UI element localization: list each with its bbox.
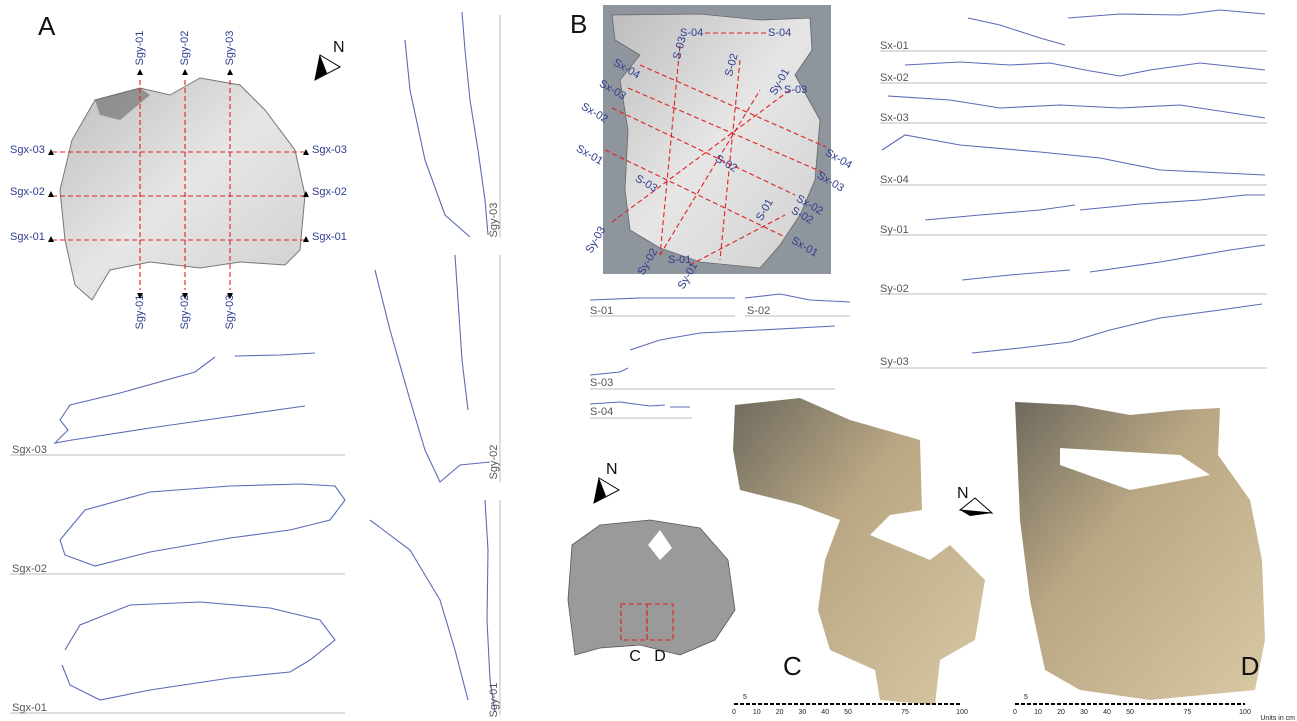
section-label: Sgy-01	[134, 295, 146, 330]
page: {"panel_a": {"letter": "A", "north": "N"…	[0, 0, 1297, 721]
profile-label: Sx-04	[880, 174, 909, 186]
panel-letter: B	[570, 9, 587, 39]
scale-tick-label: 75	[901, 709, 909, 716]
profile-label: Sy-03	[880, 356, 909, 368]
section-label: Sgx-01	[312, 231, 347, 243]
inset-label: D	[654, 648, 666, 665]
scale-tick-label: 0	[732, 709, 736, 716]
scan-b	[612, 14, 820, 268]
profile-label: Sgy-02	[488, 445, 500, 480]
section-label: S-03	[784, 84, 807, 96]
profile-label: Sx-03	[880, 112, 909, 124]
north-label: N	[333, 39, 345, 56]
section-label: Sgy-02	[179, 31, 191, 66]
scale-minor-label: 5	[743, 694, 747, 701]
scale-tick-label: 20	[776, 709, 784, 716]
scale-tick-label: 20	[1057, 709, 1065, 716]
section-label: Sgy-02	[179, 295, 191, 330]
profile-label: S-04	[590, 406, 613, 418]
scale-tick-label: 100	[956, 709, 968, 716]
profile-label: Sgy-03	[488, 203, 500, 238]
north-label: N	[606, 461, 618, 478]
section-marker	[303, 236, 309, 242]
profile-label: Sy-01	[880, 224, 909, 236]
scale-minor-label: 5	[1024, 694, 1028, 701]
profile-label: S-03	[590, 377, 613, 389]
scale-tick-label: 50	[844, 709, 852, 716]
profile-label: S-01	[590, 305, 613, 317]
section-label: Sgx-03	[10, 144, 45, 156]
panel-letter: D	[1241, 651, 1260, 681]
section-marker	[227, 69, 233, 75]
scale-tick-label: 10	[753, 709, 761, 716]
section-label: Sgy-03	[224, 295, 236, 330]
scale-tick-label: 0	[1013, 709, 1017, 716]
section-marker	[48, 191, 54, 197]
scan-a	[60, 78, 305, 300]
scale-tick-label: 100	[1239, 709, 1251, 716]
hillshade	[568, 520, 735, 655]
section-marker	[137, 69, 143, 75]
section-label: Sgx-02	[10, 186, 45, 198]
photo-c	[733, 398, 985, 705]
scale-tick-label: 50	[1126, 709, 1134, 716]
north-label: N	[957, 485, 969, 502]
section-label: S-04	[768, 27, 791, 39]
profile-label: Sx-02	[880, 72, 909, 84]
units-label: Units in cm	[1260, 715, 1295, 721]
scale-tick-label: 40	[1103, 709, 1111, 716]
section-label: Sx-01	[574, 143, 605, 168]
scale-tick-label: 75	[1184, 709, 1192, 716]
section-marker	[48, 236, 54, 242]
profile-label: Sgx-03	[12, 444, 47, 456]
panel-letter: A	[38, 11, 56, 41]
photo-d	[1015, 402, 1265, 700]
scale-tick-label: 10	[1034, 709, 1042, 716]
inset-label: C	[629, 648, 641, 665]
profile-label: Sgx-02	[12, 563, 47, 575]
profile-label: Sy-02	[880, 283, 909, 295]
figure: A N Sgy-01 Sgy-01 Sgy-02 Sgy-02 Sgy-03 Sgy-03 Sg…	[0, 0, 1297, 721]
profile-label: Sgx-01	[12, 702, 47, 714]
scale-tick-label: 30	[1080, 709, 1088, 716]
section-label: Sgy-03	[224, 31, 236, 66]
section-label: Sgx-03	[312, 144, 347, 156]
profile-label: Sx-01	[880, 40, 909, 52]
profile-label: S-02	[747, 305, 770, 317]
section-marker	[182, 69, 188, 75]
scale-tick-label: 30	[799, 709, 807, 716]
section-label: Sgx-01	[10, 231, 45, 243]
panel-letter: C	[783, 651, 802, 681]
profile-label: Sgy-01	[488, 683, 500, 718]
scale-tick-label: 40	[821, 709, 829, 716]
section-label: Sgx-02	[312, 186, 347, 198]
section-label: Sgy-01	[134, 31, 146, 66]
